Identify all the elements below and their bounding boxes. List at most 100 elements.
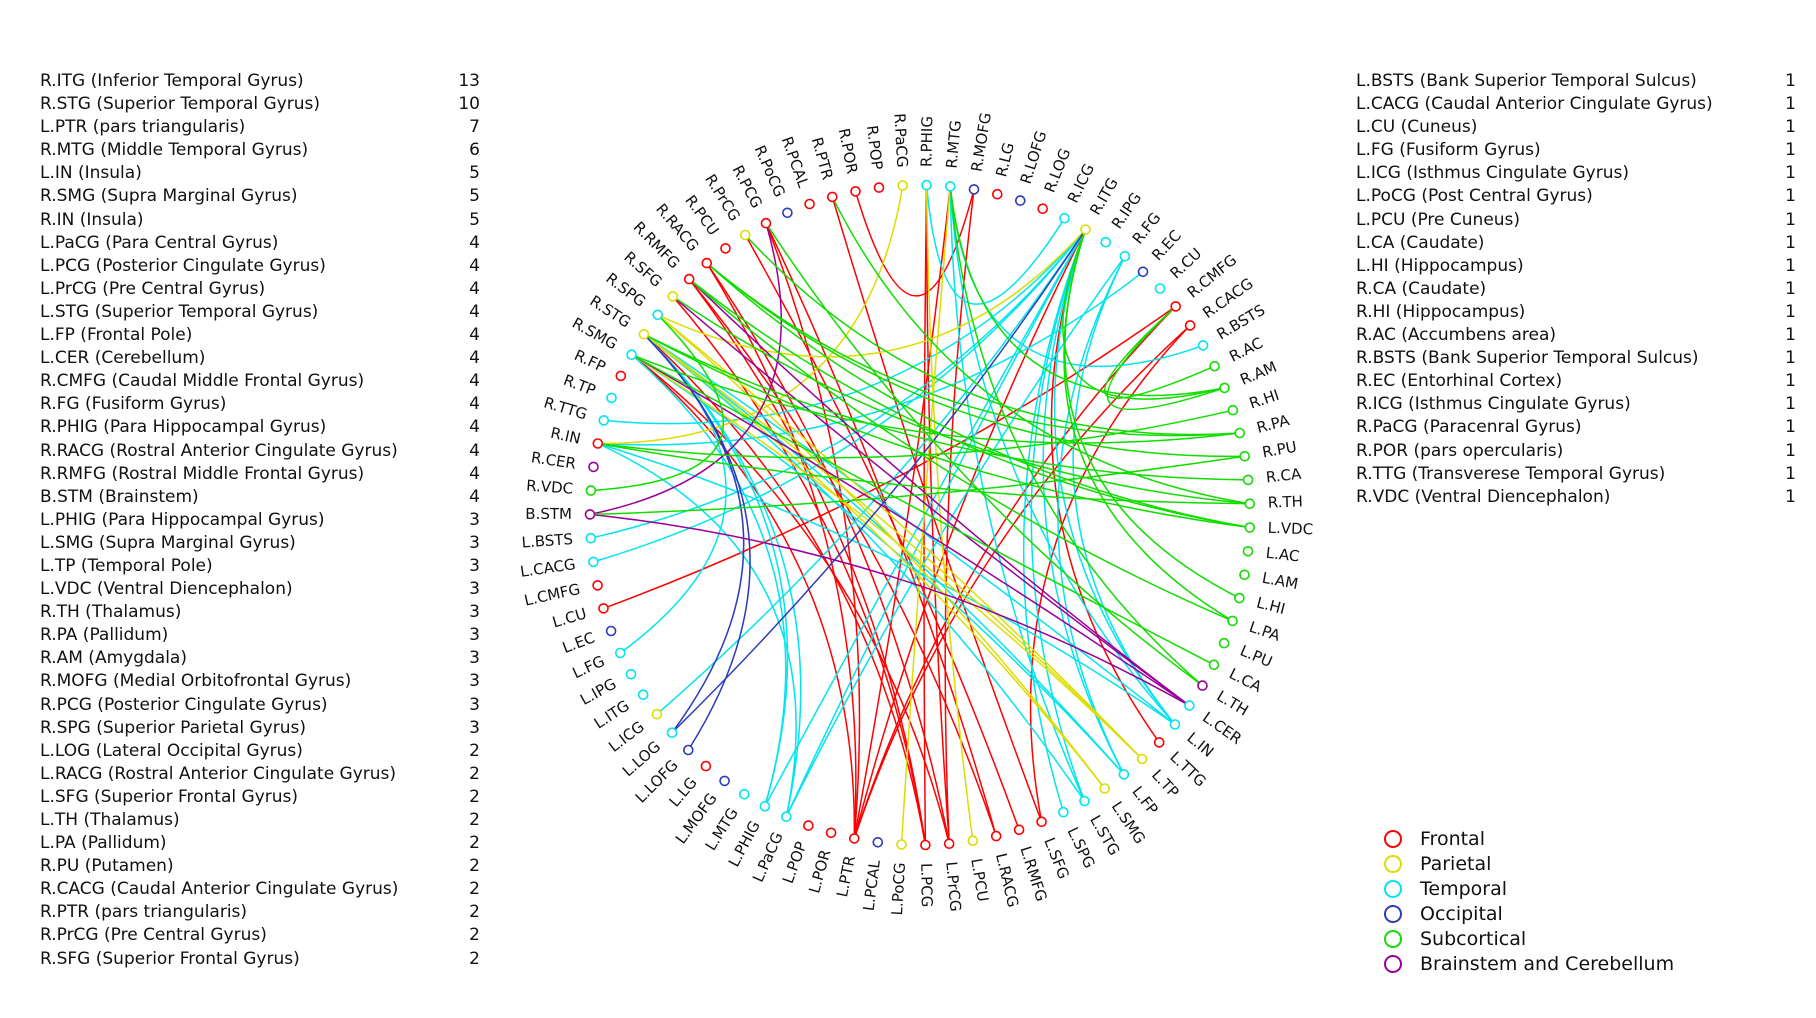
legend-circle-icon xyxy=(1384,829,1402,848)
connection-count: 1 xyxy=(1785,232,1796,253)
region-label: L.PCG (Posterior Cingulate Gyrus) xyxy=(40,255,326,276)
node-label: R.VDC xyxy=(526,476,574,497)
node-marker xyxy=(1080,224,1091,235)
node-label: L.FG xyxy=(570,652,608,682)
node-marker xyxy=(626,349,637,361)
connection-edge xyxy=(597,442,797,817)
connection-edge xyxy=(688,278,1233,622)
legend-circle-icon xyxy=(1384,879,1402,898)
legend-label: Temporal xyxy=(1420,877,1507,900)
region-label: R.HI (Hippocampus) xyxy=(1356,301,1526,322)
node-label: L.PoCG xyxy=(888,862,909,916)
connection-edge xyxy=(643,333,751,751)
connectivity-chord-diagram: R.PaCG R.PHIG R.MTG R.MOFGR.LGR.LOFGR.LOGR.… xyxy=(519,111,1313,916)
left-list-row: R.PrCG (Pre Central Gyrus) 2 xyxy=(40,924,480,947)
node-marker xyxy=(1239,450,1251,462)
connection-count: 3 xyxy=(469,532,480,553)
node-label: L.VDC xyxy=(1267,519,1313,539)
node-marker xyxy=(1169,719,1181,730)
connection-count: 4 xyxy=(469,255,480,276)
region-label: R.PHIG (Para Hippocampal Gyrus) xyxy=(40,417,327,438)
node-marker xyxy=(921,179,932,191)
node-marker xyxy=(872,836,884,848)
node-marker xyxy=(1170,301,1182,312)
region-label: L.STG (Superior Temporal Gyrus) xyxy=(40,301,319,322)
node-label: R.PTR xyxy=(808,135,837,182)
connection-edge xyxy=(949,186,1086,802)
node-marker xyxy=(1184,320,1196,331)
region-label: R.FG (Fusiform Gyrus) xyxy=(40,394,227,415)
region-label: R.RACG (Rostral Anterior Cingulate Gyrus… xyxy=(40,440,398,461)
connection-count: 13 xyxy=(458,71,480,91)
connection-count: 10 xyxy=(458,94,480,115)
region-label: L.PoCG (Post Central Gyrus) xyxy=(1356,186,1593,207)
connection-edge xyxy=(925,185,1066,305)
node-label: L.PTR xyxy=(833,854,859,899)
node-marker xyxy=(1219,382,1230,394)
left-list-row: R.AM (Amygdala) 3 xyxy=(40,647,480,670)
connection-edge xyxy=(643,333,1249,481)
connection-edge xyxy=(949,186,1204,368)
region-label: L.CER (Cerebellum) xyxy=(40,348,206,369)
region-label: R.SFG (Superior Frontal Gyrus) xyxy=(40,948,300,969)
region-label: R.IN (Insula) xyxy=(40,209,144,230)
connection-count: 4 xyxy=(469,301,480,322)
node-marker xyxy=(683,273,695,285)
region-label: R.CA (Caudate) xyxy=(1356,278,1487,299)
legend-item: Parietal xyxy=(1384,851,1674,876)
left-list-row: R.RMFG (Rostral Middle Frontal Gyrus) 4 xyxy=(40,463,480,486)
node-label: R.AC xyxy=(1226,334,1265,366)
connection-edge xyxy=(744,234,1020,831)
connection-edge xyxy=(589,513,1190,707)
node-marker xyxy=(1234,592,1245,604)
connection-edge xyxy=(1029,324,1191,822)
left-list-row: L.IN (Insula) 5 xyxy=(40,162,480,185)
connection-count: 2 xyxy=(469,925,480,946)
node-label: R.MOFG xyxy=(968,111,996,173)
node-marker xyxy=(666,727,678,739)
edges-layer xyxy=(589,185,1250,846)
right-frequency-list: L.BSTS (Bank Superior Temporal Sulcus) 1 L… xyxy=(1356,70,1796,509)
connection-count: 2 xyxy=(469,786,480,807)
connection-edge xyxy=(949,186,1176,725)
legend-label: Subcortical xyxy=(1420,927,1527,950)
node-label: L.AC xyxy=(1265,544,1300,566)
connection-edge xyxy=(900,186,952,845)
left-list-row: R.PCG (Posterior Cingulate Gyrus) 3 xyxy=(40,694,480,717)
connection-count: 3 xyxy=(469,579,480,600)
region-label: R.ITG (Inferior Temporal Gyrus) xyxy=(40,71,304,91)
connection-count: 2 xyxy=(469,763,480,784)
node-marker xyxy=(782,207,793,219)
region-label: R.TTG (Transverese Temporal Gyrus) xyxy=(1356,463,1666,484)
left-list-row: L.LOG (Lateral Occipital Gyrus) 2 xyxy=(40,740,480,763)
region-label: L.ICG (Isthmus Cingulate Gyrus) xyxy=(1356,163,1629,184)
connection-count: 4 xyxy=(469,394,480,415)
region-label: R.ICG (Isthmus Cingulate Gyrus) xyxy=(1356,394,1631,415)
node-label: L.BSTS xyxy=(521,530,573,552)
connection-count: 2 xyxy=(469,879,480,900)
node-marker xyxy=(1197,340,1209,351)
left-list-row: L.PA (Pallidum) 2 xyxy=(40,832,480,855)
region-label: R.PTR (pars triangularis) xyxy=(40,902,248,923)
connection-edge xyxy=(597,271,1144,446)
node-marker xyxy=(1013,824,1025,836)
connection-count: 3 xyxy=(469,625,480,646)
node-marker xyxy=(598,603,609,614)
left-list-row: L.PCG (Posterior Cingulate Gyrus) 4 xyxy=(40,255,480,278)
connection-count: 3 xyxy=(469,648,480,669)
left-list-row: B.STM (Brainstem) 4 xyxy=(40,486,480,509)
legend-label: Parietal xyxy=(1420,852,1492,875)
left-list-row: L.TH (Thalamus) 2 xyxy=(40,809,480,832)
connection-count: 1 xyxy=(1785,163,1796,184)
node-marker xyxy=(780,811,792,823)
right-list-row: R.TTG (Transverese Temporal Gyrus) 1 xyxy=(1356,463,1796,486)
node-marker xyxy=(1184,700,1195,711)
region-label: L.PA (Pallidum) xyxy=(40,833,167,854)
right-list-row: L.PoCG (Post Central Gyrus) 1 xyxy=(1356,185,1796,208)
node-marker xyxy=(720,243,731,254)
connection-edge xyxy=(631,354,1190,707)
connection-edge xyxy=(706,262,950,844)
right-list-row: R.PaCG (Paracenral Gyrus) 1 xyxy=(1356,416,1796,439)
left-list-row: R.STG (Superior Temporal Gyrus) 10 xyxy=(40,93,480,116)
connection-count: 3 xyxy=(469,602,480,623)
